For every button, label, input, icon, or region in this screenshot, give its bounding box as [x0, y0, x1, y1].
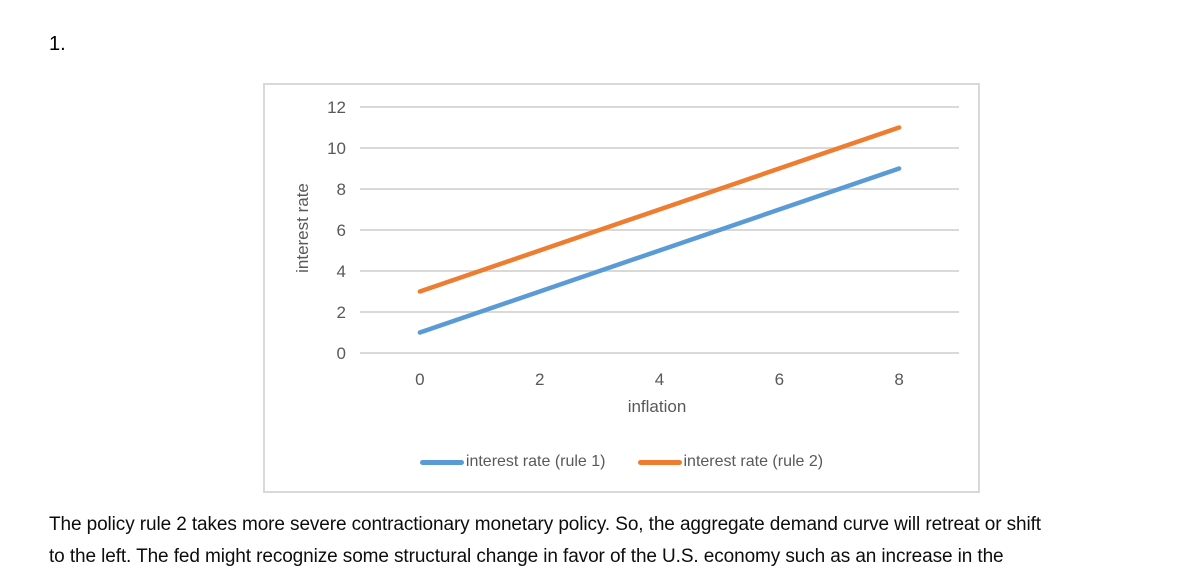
- x-tick-label-0: 0: [415, 370, 424, 389]
- y-tick-label-10: 10: [327, 139, 346, 158]
- y-tick-label-0: 0: [337, 344, 346, 363]
- y-tick-label-6: 6: [337, 221, 346, 240]
- answer-paragraph-line1: The policy rule 2 takes more severe cont…: [49, 514, 1041, 535]
- x-tick-label-2: 2: [535, 370, 544, 389]
- legend-label-rule2: interest rate (rule 2): [683, 453, 824, 470]
- x-tick-label-8: 8: [894, 370, 903, 389]
- embedded-chart: 0 2 4 6 8 10 12 0 2 4 6 8 interest rate inflation i…: [263, 83, 980, 493]
- y-axis-title: interest rate: [293, 183, 312, 273]
- line-chart-plot: 0 2 4 6 8 10 12 0 2 4 6 8: [327, 98, 959, 389]
- answer-paragraph: The policy rule 2 takes more severe cont…: [49, 509, 1174, 572]
- legend-item-rule2: interest rate (rule 2): [637, 453, 824, 471]
- x-axis-title: inflation: [627, 397, 687, 416]
- y-tick-label-8: 8: [337, 180, 346, 199]
- y-tick-label-4: 4: [337, 262, 346, 281]
- series-line-1: [417, 166, 902, 335]
- rule1-line-swatch: [419, 459, 464, 465]
- y-tick-label-12: 12: [327, 98, 346, 117]
- list-item-number: 1.: [49, 33, 66, 55]
- answer-paragraph-line2: to the left. The fed might recognize som…: [49, 545, 1004, 567]
- y-tick-label-2: 2: [337, 303, 346, 322]
- x-tick-label-4: 4: [655, 370, 664, 389]
- x-tick-label-6: 6: [775, 370, 784, 389]
- series-line-2: [417, 125, 902, 294]
- chart-legend: interest rate (rule 1) interest rate (ru…: [265, 453, 978, 471]
- legend-label-rule1: interest rate (rule 1): [465, 453, 606, 470]
- rule2-line-swatch: [637, 459, 682, 465]
- legend-item-rule1: interest rate (rule 1): [419, 453, 606, 471]
